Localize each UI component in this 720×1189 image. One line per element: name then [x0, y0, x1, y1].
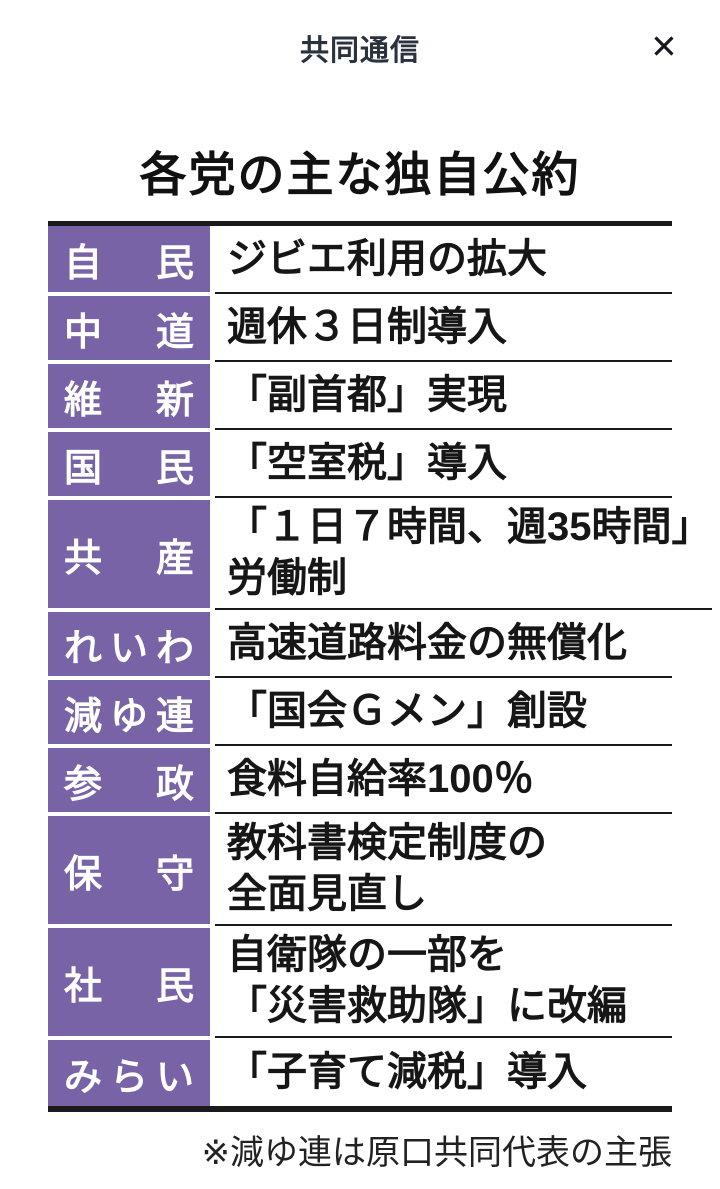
pledge-text: 高速道路料金の無償化	[215, 610, 672, 678]
party-label: みらい	[48, 1040, 210, 1106]
pledge-table: 自民ジビエ利用の拡大中道週休３日制導入維新「副首都」実現国民「空室税」導入共産「…	[48, 221, 712, 1112]
party-label: 国民	[48, 432, 210, 496]
table-bottom-border	[48, 1106, 672, 1112]
party-label: 自民	[48, 226, 210, 292]
table-row: 自民ジビエ利用の拡大	[48, 226, 672, 294]
party-label: 維新	[48, 364, 210, 428]
table-row: 社民自衛隊の一部を 「災害救助隊」に改編	[48, 926, 672, 1038]
table-row: 維新「副首都」実現	[48, 362, 672, 430]
table-row: 国民「空室税」導入	[48, 430, 672, 498]
pledge-text: 「副首都」実現	[215, 362, 672, 430]
close-button[interactable]: ✕	[642, 24, 686, 68]
party-label: 共産	[48, 500, 210, 608]
pledge-text: 「１日７時間、週35時間」 労働制	[215, 498, 712, 610]
party-label: 参政	[48, 748, 210, 812]
party-label: れいわ	[48, 612, 210, 676]
close-icon: ✕	[650, 27, 678, 65]
party-label: 減ゆ連	[48, 680, 210, 744]
footnote: ※減ゆ連は原口共同代表の主張	[201, 1134, 673, 1172]
pledge-text: 「国会Ｇメン」創設	[215, 678, 672, 746]
app-header: 共同通信 ✕	[0, 0, 720, 88]
pledge-text: ジビエ利用の拡大	[215, 226, 672, 294]
page-title: 各党の主な独自公約	[139, 148, 581, 201]
pledge-text: 週休３日制導入	[215, 294, 672, 362]
pledge-text: 食料自給率100％	[215, 746, 672, 814]
pledge-text: 「空室税」導入	[215, 430, 672, 498]
table-row: 共産「１日７時間、週35時間」 労働制	[48, 498, 712, 610]
pledge-table-rows: 自民ジビエ利用の拡大中道週休３日制導入維新「副首都」実現国民「空室税」導入共産「…	[48, 226, 712, 1106]
pledge-text: 自衛隊の一部を 「災害救助隊」に改編	[215, 926, 672, 1038]
table-row: 中道週休３日制導入	[48, 294, 672, 362]
table-row: みらい「子育て減税」導入	[48, 1038, 672, 1106]
table-row: 減ゆ連「国会Ｇメン」創設	[48, 678, 672, 746]
pledge-text: 教科書検定制度の 全面見直し	[215, 814, 672, 926]
app-header-title: 共同通信	[299, 35, 420, 67]
table-row: 保守教科書検定制度の 全面見直し	[48, 814, 672, 926]
party-label: 社民	[48, 928, 210, 1036]
table-row: れいわ高速道路料金の無償化	[48, 610, 672, 678]
pledge-text: 「子育て減税」導入	[227, 1049, 587, 1094]
party-label: 中道	[48, 296, 210, 360]
table-row: 参政食料自給率100％	[48, 746, 672, 814]
table-top-border	[48, 221, 672, 226]
party-label: 保守	[48, 816, 210, 924]
